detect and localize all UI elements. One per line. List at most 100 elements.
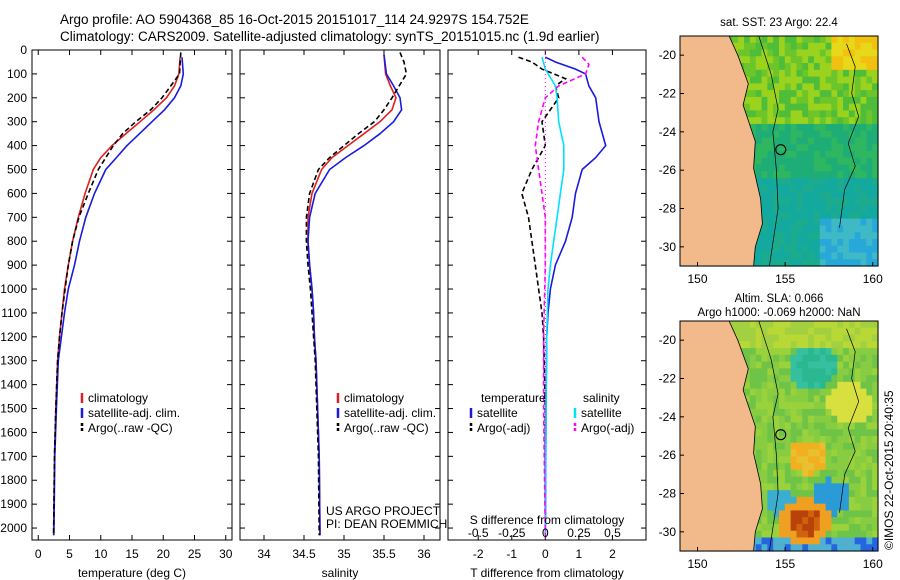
x2-tick-label: 0 [542, 526, 549, 540]
map-cell [779, 490, 786, 498]
map-cell [802, 83, 809, 91]
map-cell [813, 218, 821, 227]
map-cell [848, 151, 856, 159]
map-cell [761, 456, 768, 464]
map-cell [860, 191, 867, 199]
map-cell [831, 544, 838, 552]
map-cell [848, 191, 856, 199]
map-cell [837, 354, 844, 363]
map-cell [872, 90, 879, 98]
map-cell [790, 238, 798, 247]
map-cell [784, 422, 792, 430]
map-frame [679, 35, 879, 267]
map-cell [755, 442, 763, 451]
map-cell [790, 117, 798, 125]
map-cell [790, 103, 798, 112]
map-cell [761, 56, 768, 64]
map-cell [767, 130, 774, 139]
map-cell [831, 117, 838, 125]
x-tick-label: 0 [542, 547, 549, 561]
map-cell [796, 469, 803, 478]
map-cell [866, 341, 873, 349]
y-tick-label: 500 [7, 163, 27, 177]
map-cell [837, 321, 844, 329]
map-cell [860, 503, 867, 512]
map-cell [802, 232, 809, 240]
map-cell [761, 354, 768, 363]
map-cell [808, 151, 815, 159]
map-cell [860, 137, 867, 145]
map-cell [767, 341, 774, 349]
map-cell [744, 42, 751, 51]
map-cell [866, 198, 873, 206]
map-cell [767, 456, 774, 464]
map-cell [843, 130, 850, 139]
map-cell [866, 490, 873, 498]
map-cell [796, 157, 803, 166]
map-cell [872, 523, 879, 532]
map-cell [808, 184, 815, 193]
map-cell [761, 408, 768, 417]
map-cell [779, 388, 786, 397]
map-cell [802, 510, 809, 518]
map-cell [784, 402, 792, 410]
map-cell [790, 517, 798, 525]
map-cell [796, 63, 803, 71]
map-cell [866, 415, 873, 424]
map-cell [837, 184, 844, 193]
map-cell [790, 523, 798, 532]
map-cell [802, 49, 809, 57]
x2-tick-label: -0.25 [498, 526, 526, 540]
map-cell [761, 130, 768, 139]
map-cell [755, 96, 763, 105]
map-cell [860, 442, 867, 451]
map-cell [767, 483, 774, 491]
map-cell [866, 56, 873, 64]
map-cell [848, 483, 856, 491]
map-cell [808, 211, 815, 220]
map-cell [825, 238, 833, 247]
map-cell [802, 429, 809, 437]
map-cell [843, 381, 850, 390]
map-cell [831, 144, 838, 152]
map-cell [866, 238, 873, 247]
map-cell [790, 436, 798, 444]
map-cell [831, 368, 838, 376]
map-cell [848, 96, 856, 105]
map-cell [860, 348, 867, 356]
y-tick-label: 400 [7, 139, 27, 153]
map-cell [837, 408, 844, 417]
map-cell [825, 429, 833, 437]
map-cell [837, 436, 844, 444]
map-cell [767, 496, 774, 505]
map-cell [808, 123, 815, 132]
map-cell [831, 510, 838, 518]
map-cell [831, 490, 838, 498]
map-cell [825, 469, 833, 478]
map-cell [767, 415, 774, 424]
map-cell [796, 205, 803, 213]
map-cell [831, 69, 838, 78]
map-cell [802, 449, 809, 457]
map-cell [790, 327, 798, 336]
map-cell [813, 436, 821, 444]
map-cell [779, 381, 786, 390]
map-cell [831, 49, 838, 57]
map-cell [813, 503, 821, 512]
map-cell [872, 361, 879, 369]
map-cell [749, 117, 757, 125]
map-cell [837, 198, 844, 206]
map-cell [819, 375, 827, 383]
map-cell [796, 429, 803, 437]
map-cell [813, 211, 821, 220]
map-cell [848, 436, 856, 444]
map-cell [831, 469, 838, 478]
map-cell [819, 415, 827, 424]
map-cell [854, 232, 862, 240]
map-cell [813, 395, 821, 403]
map-cell [761, 103, 768, 112]
map-cell [819, 530, 827, 539]
map-cell [808, 523, 815, 532]
map-cell [825, 110, 833, 118]
